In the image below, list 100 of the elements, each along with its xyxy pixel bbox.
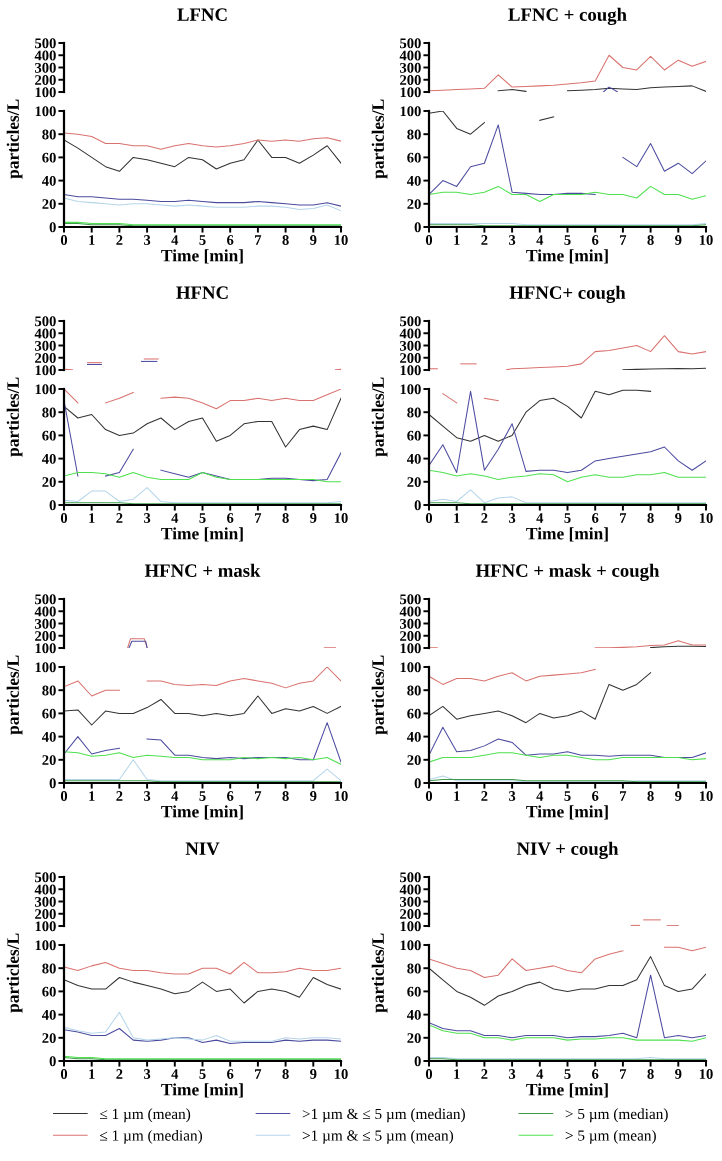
line-series — [64, 472, 341, 483]
line-series — [429, 390, 706, 474]
y-tick-label: 20 — [42, 1033, 56, 1043]
legend-label: >1 µm & ≤ 5 µm (median) — [302, 1108, 465, 1123]
chart-title: LFNC — [177, 8, 227, 21]
y-tick-label: 20 — [407, 477, 421, 487]
y-tick-label: 60 — [407, 708, 421, 719]
y-tick-label: 0 — [414, 500, 421, 511]
x-tick-label: 7 — [255, 1069, 262, 1079]
chart-title: HFNC + mask — [144, 563, 261, 577]
x-tick-label: 0 — [60, 513, 68, 523]
x-tick-label: 2 — [116, 1069, 123, 1079]
y-tick-label: 200 — [35, 631, 56, 641]
line-series — [64, 397, 341, 448]
y-axis-title: particles/L — [371, 377, 388, 457]
x-tick-label: 8 — [282, 1069, 289, 1079]
x-tick-label: 0 — [425, 235, 433, 245]
y-tick-label: 100 — [35, 921, 56, 932]
x-axis-title: Time [min] — [161, 1083, 243, 1098]
y-tick-label: 0 — [49, 222, 56, 233]
y-tick-label: 20 — [407, 199, 421, 209]
y-tick-label: 200 — [35, 909, 56, 919]
y-tick-label: 100 — [35, 643, 56, 654]
chart-title: NIV — [185, 842, 220, 856]
x-tick-label: 8 — [647, 791, 654, 801]
y-tick-label: 400 — [399, 50, 421, 61]
x-axis-title: Time [min] — [526, 527, 608, 542]
x-tick-label: 1 — [454, 235, 460, 245]
line-series — [64, 139, 341, 172]
y-tick-label: 200 — [35, 353, 56, 363]
x-tick-label: 5 — [199, 235, 206, 245]
line-series — [429, 726, 706, 758]
line-series — [429, 469, 706, 483]
x-tick-label: 6 — [592, 1069, 599, 1079]
y-tick-label: 60 — [42, 986, 56, 997]
y-tick-label: 20 — [407, 1033, 421, 1043]
x-tick-label: 10 — [334, 513, 348, 523]
x-tick-label: 7 — [620, 235, 627, 245]
line-series — [64, 751, 341, 765]
x-tick-label: 9 — [310, 235, 317, 245]
y-tick-label: 60 — [407, 152, 421, 163]
y-tick-label: 300 — [35, 62, 56, 73]
line-series — [64, 976, 341, 1004]
x-tick-label: 2 — [481, 235, 488, 245]
y-axis-title: particles/L — [6, 99, 23, 179]
x-tick-label: 3 — [509, 513, 516, 523]
x-tick-label: 5 — [564, 513, 571, 523]
x-tick-label: 0 — [425, 1069, 433, 1079]
chart-title: NIV + cough — [516, 841, 619, 859]
x-tick-label: 10 — [699, 235, 713, 245]
x-tick-label: 10 — [334, 235, 348, 245]
x-tick-label: 5 — [564, 791, 571, 801]
x-tick-label: 3 — [144, 235, 151, 245]
x-tick-label: 6 — [227, 513, 234, 523]
y-axis-title: particles/L — [6, 933, 23, 1013]
y-tick-label: 20 — [42, 477, 56, 487]
x-tick-label: 2 — [481, 791, 488, 801]
y-tick-label: 100 — [400, 662, 421, 673]
y-tick-label: 40 — [406, 1009, 421, 1020]
y-tick-label: 500 — [35, 38, 56, 49]
line-series — [594, 640, 706, 648]
x-tick-label: 5 — [564, 235, 571, 245]
y-tick-label: 300 — [400, 62, 421, 73]
y-tick-label: 500 — [35, 316, 56, 327]
x-tick-label: 10 — [699, 791, 713, 801]
y-tick-label: 400 — [34, 50, 56, 61]
y-tick-label: 60 — [407, 986, 421, 997]
x-axis-title: Time [min] — [526, 249, 608, 264]
x-tick-label: 9 — [675, 791, 682, 801]
x-axis-title: Time [min] — [161, 527, 243, 542]
y-tick-label: 400 — [399, 328, 421, 339]
line-series — [429, 389, 652, 442]
x-tick-label: 3 — [144, 1069, 151, 1079]
x-tick-label: 7 — [620, 513, 627, 523]
x-tick-label: 9 — [310, 791, 317, 801]
y-tick-label: 20 — [407, 755, 421, 765]
y-tick-label: 80 — [42, 685, 56, 696]
x-tick-label: 1 — [89, 1069, 95, 1079]
line-series — [64, 961, 341, 975]
y-tick-label: 40 — [41, 453, 56, 464]
y-tick-label: 100 — [400, 940, 421, 951]
y-axis-title: particles/L — [6, 655, 23, 735]
y-tick-label: 200 — [400, 353, 421, 363]
x-tick-label: 7 — [620, 791, 627, 801]
x-tick-label: 9 — [675, 235, 682, 245]
x-tick-label: 9 — [675, 1069, 682, 1079]
y-tick-label: 80 — [42, 129, 56, 140]
chart-title: HFNC+ cough — [509, 285, 626, 303]
x-tick-label: 4 — [171, 235, 179, 245]
x-tick-label: 7 — [255, 791, 262, 801]
x-axis-title: Time [min] — [161, 805, 243, 820]
y-tick-label: 100 — [400, 106, 421, 117]
y-axis-title: particles/L — [6, 377, 23, 457]
y-tick-label: 60 — [407, 430, 421, 441]
y-tick-label: 60 — [42, 152, 56, 163]
x-tick-label: 6 — [227, 791, 234, 801]
x-tick-label: 3 — [509, 791, 516, 801]
y-tick-label: 100 — [35, 365, 56, 376]
y-tick-label: 300 — [400, 896, 421, 907]
x-tick-label: 6 — [227, 1069, 234, 1079]
